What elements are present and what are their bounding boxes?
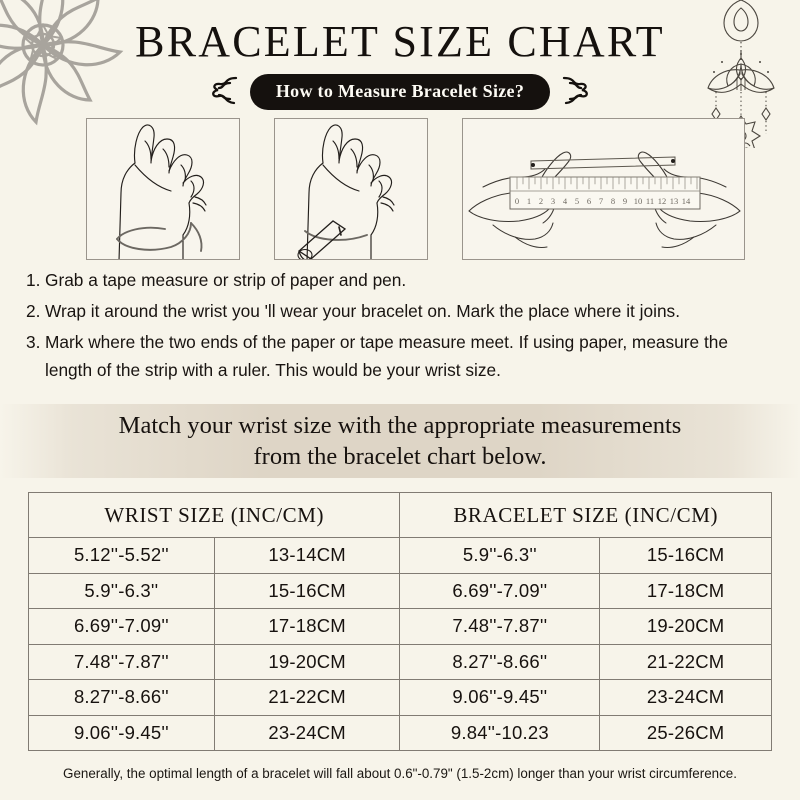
cell-bracelet-inch: 9.06''-9.45'' (399, 679, 601, 716)
size-chart-table: WRIST SIZE (INC/CM) BRACELET SIZE (INC/C… (27, 492, 772, 751)
svg-text:12: 12 (658, 196, 667, 206)
svg-text:0: 0 (515, 196, 519, 206)
how-to-measure-badge[interactable]: How to Measure Bracelet Size? (249, 74, 551, 110)
svg-text:8: 8 (611, 196, 615, 206)
cell-bracelet-cm: 15-16CM (599, 537, 772, 574)
step-number: 2. (26, 301, 41, 322)
svg-text:5: 5 (575, 196, 579, 206)
cell-wrist-inch: 9.06''-9.45'' (28, 714, 215, 751)
svg-text:7: 7 (599, 196, 603, 206)
step-number: 1. (26, 270, 41, 290)
figure-hand-with-tape-around-wrist (86, 118, 240, 260)
cell-bracelet-inch: 7.48''-7.87'' (399, 608, 601, 645)
cell-wrist-cm: 21-22CM (213, 679, 401, 716)
cell-wrist-inch: 7.48''-7.87'' (28, 643, 215, 680)
curly-flourish-icon (206, 72, 240, 112)
table-row: 9.06''-9.45'' 23-24CM 9.84''-10.23 25-26… (28, 714, 772, 751)
table-row: 5.12''-5.52'' 13-14CM 5.9''-6.3'' 15-16C… (28, 537, 772, 574)
instruction-steps: 1. Grab a tape measure or strip of paper… (26, 266, 778, 387)
cell-wrist-inch: 8.27''-8.66'' (28, 679, 215, 716)
cell-wrist-cm: 19-20CM (213, 643, 401, 680)
table-row: 6.69''-7.09'' 17-18CM 7.48''-7.87'' 19-2… (28, 608, 772, 645)
match-size-banner: Match your wrist size with the appropria… (0, 404, 800, 478)
cell-wrist-cm: 15-16CM (213, 572, 401, 609)
cell-bracelet-cm: 19-20CM (599, 608, 772, 645)
step-text: Wrap it around the wrist you 'll wear yo… (45, 301, 680, 322)
svg-text:1: 1 (527, 196, 531, 206)
step-text: Grab a tape measure or strip of paper an… (45, 270, 407, 290)
page-title: BRACELET SIZE CHART (135, 17, 665, 66)
cell-bracelet-inch: 5.9''-6.3'' (399, 537, 601, 574)
svg-text:2: 2 (539, 196, 543, 206)
svg-text:4: 4 (563, 196, 568, 206)
curly-flourish-icon (560, 72, 594, 112)
figure-hand-marking-wrist-with-pen (274, 118, 428, 260)
svg-text:14: 14 (682, 196, 691, 206)
cell-wrist-cm: 17-18CM (213, 608, 401, 645)
instruction-step: 1. Grab a tape measure or strip of paper… (26, 266, 778, 294)
table-header-row: WRIST SIZE (INC/CM) BRACELET SIZE (INC/C… (27, 492, 772, 538)
footer-note: Generally, the optimal length of a brace… (63, 766, 737, 781)
table-row: 7.48''-7.87'' 19-20CM 8.27''-8.66'' 21-2… (28, 643, 772, 680)
cell-bracelet-inch: 6.69''-7.09'' (399, 572, 601, 609)
header-bracelet-size: BRACELET SIZE (INC/CM) (399, 492, 772, 538)
header-wrist-size: WRIST SIZE (INC/CM) (27, 492, 401, 538)
cell-wrist-inch: 5.9''-6.3'' (28, 572, 215, 609)
svg-text:3: 3 (551, 196, 555, 206)
cell-bracelet-cm: 23-24CM (599, 679, 772, 716)
cell-bracelet-inch: 9.84''-10.23 (399, 714, 601, 751)
svg-text:10: 10 (634, 196, 643, 206)
cell-wrist-cm: 23-24CM (213, 714, 401, 751)
step-text: Mark where the two ends of the paper or … (45, 332, 728, 381)
table-row: 8.27''-8.66'' 21-22CM 9.06''-9.45'' 23-2… (28, 679, 772, 716)
instruction-step: 2. Wrap it around the wrist you 'll wear… (26, 297, 778, 325)
cell-wrist-inch: 5.12''-5.52'' (28, 537, 215, 574)
table-row: 5.9''-6.3'' 15-16CM 6.69''-7.09'' 17-18C… (28, 572, 772, 609)
cell-bracelet-cm: 17-18CM (599, 572, 772, 609)
banner-line-1: Match your wrist size with the appropria… (118, 411, 682, 439)
banner-line-2: from the bracelet chart below. (253, 443, 547, 470)
svg-text:13: 13 (670, 196, 679, 206)
svg-text:6: 6 (587, 196, 591, 206)
cell-wrist-inch: 6.69''-7.09'' (28, 608, 215, 645)
mandala-flower-icon (0, 0, 138, 140)
cell-bracelet-inch: 8.27''-8.66'' (399, 643, 601, 680)
cell-wrist-cm: 13-14CM (213, 537, 401, 574)
instruction-step: 3. Mark where the two ends of the paper … (26, 328, 778, 384)
cell-bracelet-cm: 21-22CM (599, 643, 772, 680)
svg-text:9: 9 (623, 196, 627, 206)
badge-row: How to Measure Bracelet Size? (0, 72, 800, 112)
cell-bracelet-cm: 25-26CM (599, 714, 772, 751)
svg-text:11: 11 (646, 196, 654, 206)
step-number: 3. (26, 332, 41, 353)
